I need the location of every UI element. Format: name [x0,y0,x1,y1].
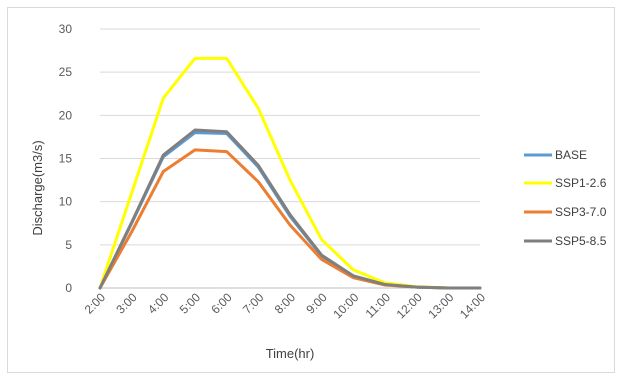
x-tick-label: 8:00 [272,290,299,317]
gridlines [100,28,480,289]
y-tick-label: 0 [65,281,72,295]
y-axis-ticks: 0 5 10 15 20 25 30 [59,22,73,295]
x-axis-ticks: 2:00 3:00 4:00 5:00 6:00 7:00 8:00 9:00 10:00 11:… [82,290,489,321]
y-tick-label: 30 [59,22,73,36]
y-tick-label: 10 [59,195,73,209]
y-tick-label: 25 [59,65,73,79]
x-tick-label: 3:00 [113,290,140,317]
y-tick-label: 15 [59,152,73,166]
y-axis-title: Discharge(m3/s) [30,140,45,235]
x-tick-label: 13:00 [425,290,456,321]
x-tick-label: 14:00 [457,290,488,321]
legend-label: SSP5-8.5 [555,234,607,248]
x-tick-label: 12:00 [394,290,425,321]
x-tick-label: 2:00 [82,290,109,317]
x-tick-label: 5:00 [177,290,204,317]
chart-area [7,7,615,373]
x-tick-label: 6:00 [208,290,235,317]
x-axis-title: Time(hr) [266,346,315,361]
x-tick-label: 10:00 [330,290,361,321]
series-line-ssp5-8-5 [98,128,482,290]
x-tick-label: 9:00 [303,290,330,317]
legend-label: BASE [555,148,587,162]
x-tick-label: 4:00 [145,290,172,317]
legend: BASE SSP1-2.6 SSP3-7.0 SSP5-8.5 [524,148,607,248]
y-tick-label: 20 [59,108,73,122]
legend-label: SSP1-2.6 [555,176,607,190]
series-lines [98,56,482,290]
x-tick-label: 7:00 [240,290,267,317]
legend-label: SSP3-7.0 [555,205,607,219]
x-tick-label: 11:00 [363,290,394,321]
y-tick-label: 5 [65,238,72,252]
series-line-base [98,131,482,290]
